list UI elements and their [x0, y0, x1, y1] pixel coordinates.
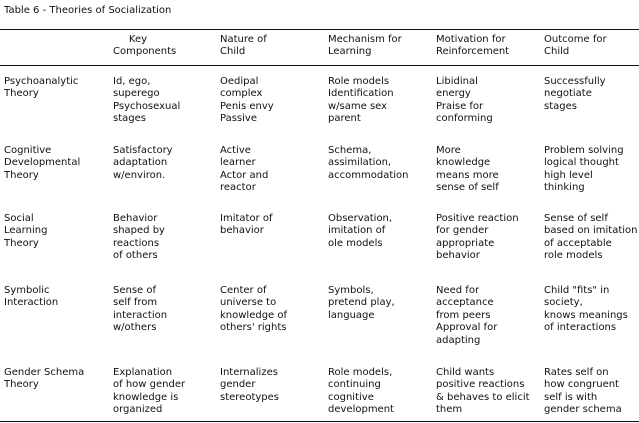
mechanism-cell: Role models Identification w/same sex pa… [328, 76, 394, 125]
header-key-components: Key Components [113, 34, 177, 58]
header-motivation: Motivation for Reinforcement [436, 34, 510, 58]
key-components-cell: Id, ego, superego Psychosexual stages [113, 76, 181, 125]
theory-name: Psychoanalytic Theory [4, 76, 79, 100]
theory-name: Symbolic Interaction [4, 285, 59, 309]
motivation-cell: Positive reaction for gender appropriate… [436, 213, 519, 262]
top-rule [0, 29, 639, 30]
mechanism-cell: Symbols, pretend play, language [328, 285, 395, 321]
header-nature-of-child: Nature of Child [220, 34, 267, 58]
nature-cell: Internalizes gender stereotypes [220, 367, 279, 403]
mechanism-cell: Observation, imitation of ole models [328, 213, 393, 249]
motivation-cell: More knowledge means more sense of self [436, 145, 499, 194]
key-components-cell: Sense of self from interaction w/others [113, 285, 168, 334]
outcome-cell: Sense of self based on imitation of acce… [544, 213, 638, 262]
nature-cell: Imitator of behavior [220, 213, 273, 237]
key-components-cell: Explanation of how gender knowledge is o… [113, 367, 186, 416]
motivation-cell: Child wants positive reactions & behaves… [436, 367, 530, 416]
bottom-rule [0, 421, 639, 422]
outcome-cell: Problem solving logical thought high lev… [544, 145, 624, 194]
key-components-cell: Behavior shaped by reactions of others [113, 213, 165, 262]
header-rule [0, 65, 639, 66]
nature-cell: Oedipal complex Penis envy Passive [220, 76, 274, 125]
motivation-cell: Need for acceptance from peers Approval … [436, 285, 498, 346]
theory-name: Gender Schema Theory [4, 367, 85, 391]
motivation-cell: Libidinal energy Praise for conforming [436, 76, 493, 125]
outcome-cell: Successfully negotiate stages [544, 76, 606, 112]
outcome-cell: Rates self on how congruent self is with… [544, 367, 622, 416]
header-outcome: Outcome for Child [544, 34, 607, 58]
header-mechanism: Mechanism for Learning [328, 34, 402, 58]
theory-name: Social Learning Theory [4, 213, 48, 249]
theory-name: Cognitive Developmental Theory [4, 145, 81, 181]
nature-cell: Center of universe to knowledge of other… [220, 285, 288, 334]
table-caption: Table 6 - Theories of Socialization [4, 5, 172, 16]
nature-cell: Active learner Actor and reactor [220, 145, 269, 194]
mechanism-cell: Schema, assimilation, accommodation [328, 145, 409, 181]
mechanism-cell: Role models, continuing cognitive develo… [328, 367, 394, 416]
outcome-cell: Child "fits" in society, knows meanings … [544, 285, 628, 334]
key-components-cell: Satisfactory adaptation w/environ. [113, 145, 173, 181]
